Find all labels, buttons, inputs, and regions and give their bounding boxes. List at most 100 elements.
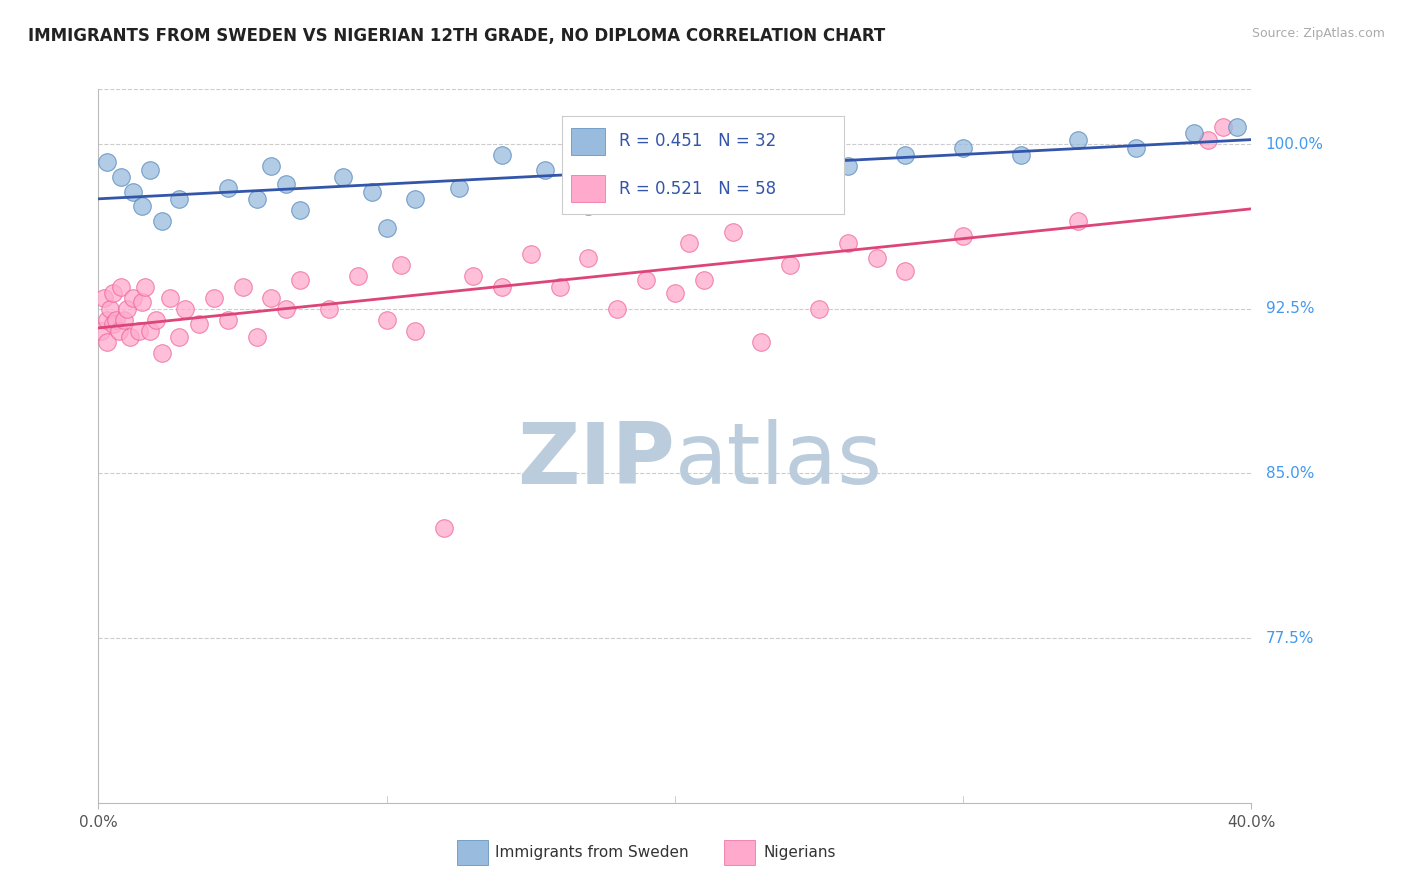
Point <box>721 169 744 184</box>
Point <box>693 273 716 287</box>
Point <box>894 148 917 162</box>
Point <box>145 312 167 326</box>
Text: 92.5%: 92.5% <box>1265 301 1315 317</box>
Point <box>139 163 162 178</box>
Text: 100.0%: 100.0% <box>1265 136 1324 152</box>
Point <box>620 169 643 184</box>
Point <box>101 317 124 331</box>
Point <box>779 154 801 169</box>
Point <box>534 163 557 178</box>
Point <box>491 148 513 162</box>
Point <box>636 273 658 287</box>
Point <box>112 312 135 326</box>
Point <box>159 291 181 305</box>
Point <box>1125 141 1147 155</box>
Point <box>405 192 427 206</box>
Point <box>1212 120 1234 134</box>
Point <box>1067 133 1090 147</box>
Point <box>131 295 153 310</box>
Point <box>120 330 142 344</box>
Point <box>952 141 974 155</box>
FancyBboxPatch shape <box>571 128 605 155</box>
Point <box>246 330 269 344</box>
Point <box>721 225 744 239</box>
Point <box>779 258 801 272</box>
Point <box>318 301 340 316</box>
Point <box>461 268 484 283</box>
Point <box>576 198 599 212</box>
Point <box>174 301 197 316</box>
Text: Nigerians: Nigerians <box>763 846 837 860</box>
Point <box>664 286 686 301</box>
Point <box>110 169 132 184</box>
Text: 85.0%: 85.0% <box>1265 466 1315 481</box>
Text: ZIP: ZIP <box>517 418 675 502</box>
Point <box>290 273 312 287</box>
Point <box>332 169 354 184</box>
Point <box>260 291 283 305</box>
Point <box>260 159 283 173</box>
Point <box>865 252 889 266</box>
Point <box>837 159 859 173</box>
Point <box>150 214 173 228</box>
Point <box>122 186 145 200</box>
Point <box>188 317 211 331</box>
Point <box>346 268 368 283</box>
Point <box>520 247 543 261</box>
Point <box>246 192 269 206</box>
Point <box>837 235 859 250</box>
Point <box>664 159 686 173</box>
Point <box>128 324 150 338</box>
Point <box>134 280 156 294</box>
Point <box>104 312 127 326</box>
Point <box>274 177 297 191</box>
Text: R = 0.521   N = 58: R = 0.521 N = 58 <box>619 179 776 197</box>
Point <box>894 264 917 278</box>
Point <box>217 312 239 326</box>
Point <box>1067 214 1090 228</box>
Point <box>1182 126 1205 140</box>
Point <box>1197 133 1219 147</box>
Point <box>122 291 145 305</box>
Point <box>274 301 297 316</box>
Point <box>290 202 312 217</box>
Point <box>1226 120 1249 134</box>
Text: 77.5%: 77.5% <box>1265 631 1315 646</box>
FancyBboxPatch shape <box>571 175 605 202</box>
Point <box>202 291 225 305</box>
Point <box>952 229 974 244</box>
Point <box>107 324 129 338</box>
Text: atlas: atlas <box>675 418 883 502</box>
Point <box>93 291 115 305</box>
Text: IMMIGRANTS FROM SWEDEN VS NIGERIAN 12TH GRADE, NO DIPLOMA CORRELATION CHART: IMMIGRANTS FROM SWEDEN VS NIGERIAN 12TH … <box>28 27 886 45</box>
Text: Source: ZipAtlas.com: Source: ZipAtlas.com <box>1251 27 1385 40</box>
Point <box>139 324 162 338</box>
Point <box>1010 148 1032 162</box>
Point <box>96 312 118 326</box>
Point <box>807 301 830 316</box>
Point <box>231 280 254 294</box>
Point <box>405 324 427 338</box>
Point <box>167 330 190 344</box>
Point <box>96 154 118 169</box>
Point <box>98 301 121 316</box>
Point <box>131 198 153 212</box>
Point <box>491 280 513 294</box>
Point <box>576 252 599 266</box>
Point <box>375 220 398 235</box>
Point <box>217 181 239 195</box>
Point <box>375 312 398 326</box>
Point <box>117 301 138 316</box>
Point <box>548 280 571 294</box>
Point <box>433 521 456 535</box>
Point <box>447 181 470 195</box>
Point <box>606 301 628 316</box>
Point <box>361 186 384 200</box>
Point <box>110 280 132 294</box>
Point <box>751 334 773 349</box>
Point <box>101 286 124 301</box>
Text: R = 0.451   N = 32: R = 0.451 N = 32 <box>619 133 776 151</box>
Point <box>678 235 700 250</box>
Point <box>167 192 190 206</box>
Point <box>389 258 412 272</box>
